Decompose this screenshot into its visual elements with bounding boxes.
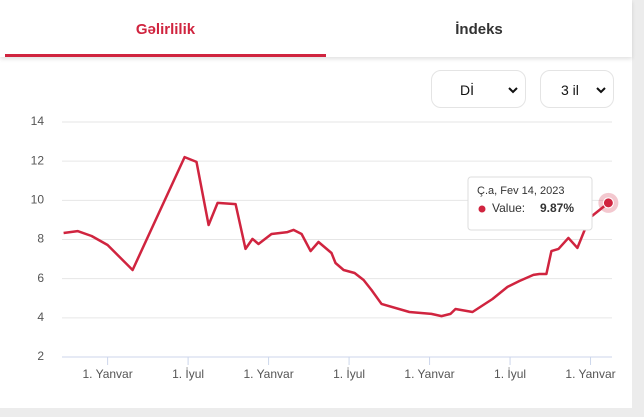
tooltip-date: Ç.a, Fev 14, 2023 [477,185,564,197]
chart: 2 4 6 8 10 12 14 1. Yanvar 1. İyul 1. Yanvar 1. İy… [31,114,619,381]
tab[interactable]: İndeks [455,21,503,38]
tab[interactable]: Gəlirlilik [5,0,326,57]
x-tick-label: 1. Yanvar [404,367,454,381]
x-tick-label: 1. Yanvar [565,367,615,381]
x-tick-label: 1. İyul [333,367,365,381]
dropdown[interactable]: Dİ [431,70,526,108]
y-tick-label: 6 [37,271,44,285]
y-tick-label: 4 [37,310,44,324]
tab-bar: Gəlirlilik İndeks [0,0,632,57]
y-tick-label: 8 [37,232,44,246]
y-tick-label: 2 [37,349,44,363]
tooltip-label: Value: [492,201,525,215]
dropdown-label: 3 il [561,82,579,98]
card: Gəlirlilik İndeks Dİ 3 il 2 4 6 8 10 12 14 1. Y… [0,0,632,408]
line [63,155,610,318]
x-tick-label: 1. İyul [494,367,526,381]
y-tick-label: 10 [31,193,45,207]
chevron [508,87,518,94]
tooltip: Ç.a, Fev 14, 2023 Value: 9.87% [467,176,593,231]
dropdown-label: Dİ [460,82,474,98]
tooltip-dot [478,205,486,213]
chevron [596,87,606,94]
hover-point [602,197,614,209]
y-tick-label: 12 [31,153,45,167]
tooltip-box [467,176,593,231]
y-tick-label: 14 [31,114,45,128]
x-tick-label: 1. İyul [172,367,204,381]
tooltip-value: 9.87% [540,201,574,215]
x-tick-label: 1. Yanvar [243,367,293,381]
dropdown[interactable]: 3 il [540,70,614,108]
x-tick-label: 1. Yanvar [82,367,132,381]
